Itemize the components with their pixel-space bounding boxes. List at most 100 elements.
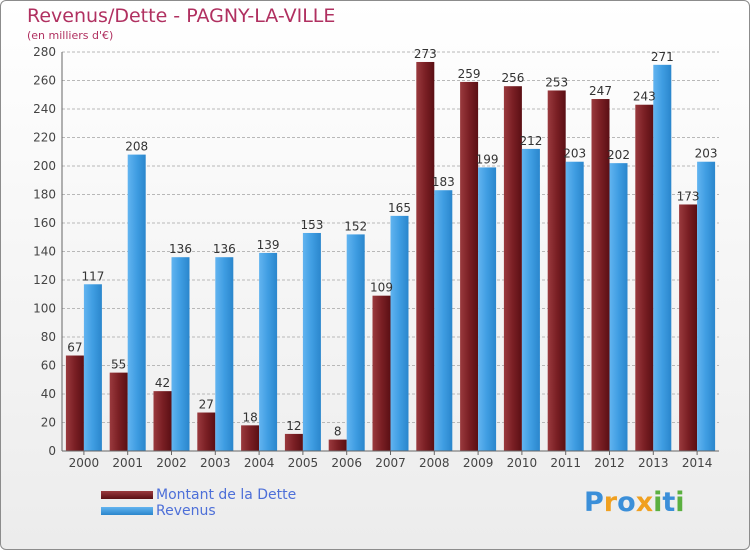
- data-label-dette: 55: [111, 358, 126, 372]
- logo-letter: x: [635, 487, 654, 518]
- data-label-revenus: 183: [432, 175, 455, 189]
- bar-revenus: [171, 257, 190, 451]
- x-tick-label: 2003: [200, 456, 231, 470]
- x-tick-label: 2005: [288, 456, 319, 470]
- data-label-revenus: 271: [651, 50, 674, 64]
- legend-swatch-dette: [101, 491, 153, 499]
- bar-revenus: [127, 154, 146, 451]
- y-tick-label: 120: [33, 273, 56, 287]
- data-label-revenus: 139: [257, 238, 280, 252]
- data-label-revenus: 199: [476, 152, 499, 166]
- y-tick-label: 240: [33, 102, 56, 116]
- bar-dette: [416, 61, 435, 451]
- x-tick-label: 2004: [244, 456, 275, 470]
- bar-dette: [460, 81, 479, 452]
- data-label-revenus: 117: [81, 269, 104, 283]
- data-label-revenus: 136: [169, 242, 192, 256]
- data-label-revenus: 203: [695, 147, 718, 161]
- bar-revenus: [346, 234, 365, 451]
- bar-revenus: [565, 161, 584, 451]
- bar-dette: [65, 355, 84, 451]
- bar-revenus: [390, 215, 409, 451]
- legend-label-revenus: Revenus: [156, 503, 216, 519]
- data-label-dette: 273: [414, 47, 437, 61]
- y-tick-label: 140: [33, 245, 56, 259]
- y-tick-label: 60: [41, 359, 56, 373]
- bar-dette: [197, 412, 216, 451]
- y-tick-label: 80: [41, 330, 56, 344]
- x-tick-label: 2008: [419, 456, 450, 470]
- y-tick-label: 220: [33, 131, 56, 145]
- bar-revenus: [653, 64, 672, 451]
- x-tick-label: 2012: [594, 456, 625, 470]
- data-label-dette: 8: [334, 425, 342, 439]
- labels-layer: 67 117 55 208 42 136 27 136 18 139 12 153 8 152 109 165…: [67, 47, 717, 439]
- data-label-revenus: 202: [607, 148, 630, 162]
- logo-letter: r: [603, 487, 618, 518]
- x-tick-label: 2014: [682, 456, 713, 470]
- x-tick-label: 2010: [507, 456, 538, 470]
- legend-label-dette: Montant de la Dette: [156, 487, 297, 503]
- bar-revenus: [521, 148, 540, 451]
- bar-dette: [153, 391, 172, 451]
- proxiti-logo: Proxiti: [584, 487, 685, 518]
- data-label-dette: 173: [677, 189, 700, 203]
- bar-dette: [635, 104, 654, 451]
- bar-dette: [679, 204, 698, 451]
- data-label-revenus: 212: [519, 134, 542, 148]
- logo-letter: o: [617, 487, 636, 518]
- data-label-revenus: 208: [125, 140, 148, 154]
- y-tick-label: 160: [33, 216, 56, 230]
- data-label-dette: 27: [199, 398, 214, 412]
- logo-letter: i: [675, 487, 685, 518]
- chart-title: Revenus/Dette - PAGNY-LA-VILLE: [27, 5, 336, 27]
- bar-revenus: [478, 167, 497, 452]
- bar-dette: [109, 372, 128, 451]
- data-label-dette: 18: [242, 410, 257, 424]
- x-tick-label: 2007: [375, 456, 406, 470]
- logo-letter: i: [653, 487, 663, 518]
- y-tick-label: 260: [33, 74, 56, 88]
- y-tick-label: 20: [41, 416, 56, 430]
- bars-layer: [65, 61, 716, 452]
- data-label-dette: 12: [286, 419, 301, 433]
- y-tick-label: 40: [41, 387, 56, 401]
- data-label-dette: 42: [155, 376, 170, 390]
- bar-revenus: [83, 284, 102, 451]
- x-tick-label: 2006: [331, 456, 362, 470]
- data-label-revenus: 152: [344, 219, 367, 233]
- data-label-dette: 67: [67, 341, 82, 355]
- bar-revenus: [609, 163, 628, 451]
- logo-letter: t: [662, 487, 676, 518]
- x-tick-label: 2009: [463, 456, 494, 470]
- x-tick-label: 2001: [112, 456, 143, 470]
- bar-dette: [503, 86, 522, 451]
- data-label-revenus: 153: [300, 218, 323, 232]
- data-label-dette: 109: [370, 281, 393, 295]
- data-label-dette: 256: [501, 71, 524, 85]
- data-label-revenus: 203: [563, 147, 586, 161]
- bar-dette: [328, 439, 347, 451]
- legend-swatch-revenus: [101, 507, 153, 515]
- data-label-revenus: 165: [388, 201, 411, 215]
- bar-dette: [284, 433, 303, 451]
- bar-dette: [241, 425, 260, 451]
- chart-subtitle: (en milliers d'€): [27, 29, 114, 42]
- data-label-dette: 259: [458, 67, 481, 81]
- data-label-revenus: 136: [213, 242, 236, 256]
- bar-revenus: [215, 257, 234, 451]
- bar-revenus: [259, 252, 278, 451]
- bar-dette: [372, 295, 391, 451]
- x-tick-label: 2000: [69, 456, 100, 470]
- data-label-dette: 243: [633, 90, 656, 104]
- data-label-dette: 253: [545, 75, 568, 89]
- y-tick-label: 180: [33, 188, 56, 202]
- x-tick-label: 2013: [638, 456, 669, 470]
- logo-letter: P: [584, 487, 604, 518]
- y-tick-label: 280: [33, 45, 56, 59]
- bar-dette: [547, 90, 566, 451]
- bar-dette: [591, 99, 610, 452]
- bar-revenus: [697, 161, 716, 451]
- bar-revenus: [434, 190, 453, 451]
